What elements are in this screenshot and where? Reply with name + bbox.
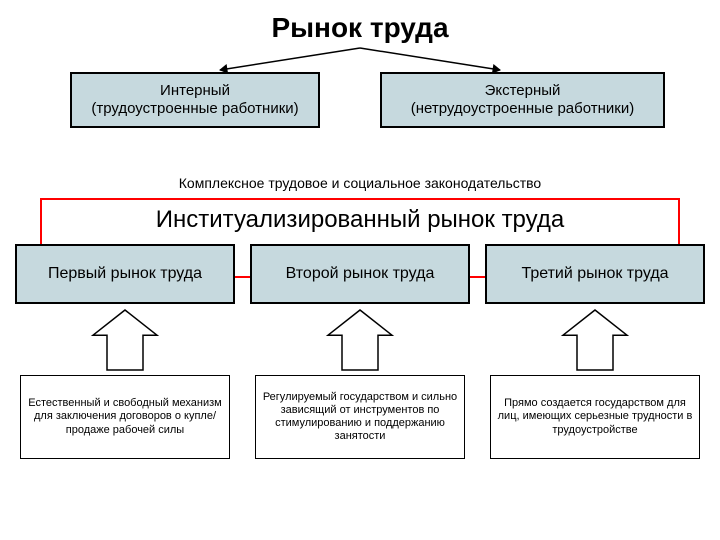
- market-box-1-label: Первый рынок труда: [48, 264, 202, 283]
- institutionalized-title: Институализированный рынок труда: [0, 206, 720, 234]
- market-box-3: Третий рынок труда: [485, 244, 705, 304]
- box-internal-market: Интерный (трудоустроенные работники): [70, 72, 320, 128]
- box-internal-line1: Интерный: [91, 82, 298, 100]
- market-box-1: Первый рынок труда: [15, 244, 235, 304]
- caption-legislation: Комплексное трудовое и социальное законо…: [150, 175, 570, 191]
- desc-box-2: Регулируемый государством и сильно завис…: [255, 375, 465, 459]
- box-external-market: Экстерный (нетрудоустроенные работники): [380, 72, 665, 128]
- desc-box-2-text: Регулируемый государством и сильно завис…: [262, 391, 458, 444]
- market-box-2-label: Второй рынок труда: [286, 264, 435, 283]
- box-internal-line2: (трудоустроенные работники): [91, 100, 298, 118]
- market-box-2: Второй рынок труда: [250, 244, 470, 304]
- box-external-line1: Экстерный: [411, 82, 634, 100]
- box-external-line2: (нетрудоустроенные работники): [411, 100, 634, 118]
- desc-box-3-text: Прямо создается государством для лиц, им…: [497, 397, 693, 437]
- desc-box-3: Прямо создается государством для лиц, им…: [490, 375, 700, 459]
- desc-box-1-text: Естественный и свободный механизм для за…: [27, 397, 223, 437]
- main-title: Рынок труда: [0, 12, 720, 44]
- market-box-3-label: Третий рынок труда: [521, 264, 668, 283]
- desc-box-1: Естественный и свободный механизм для за…: [20, 375, 230, 459]
